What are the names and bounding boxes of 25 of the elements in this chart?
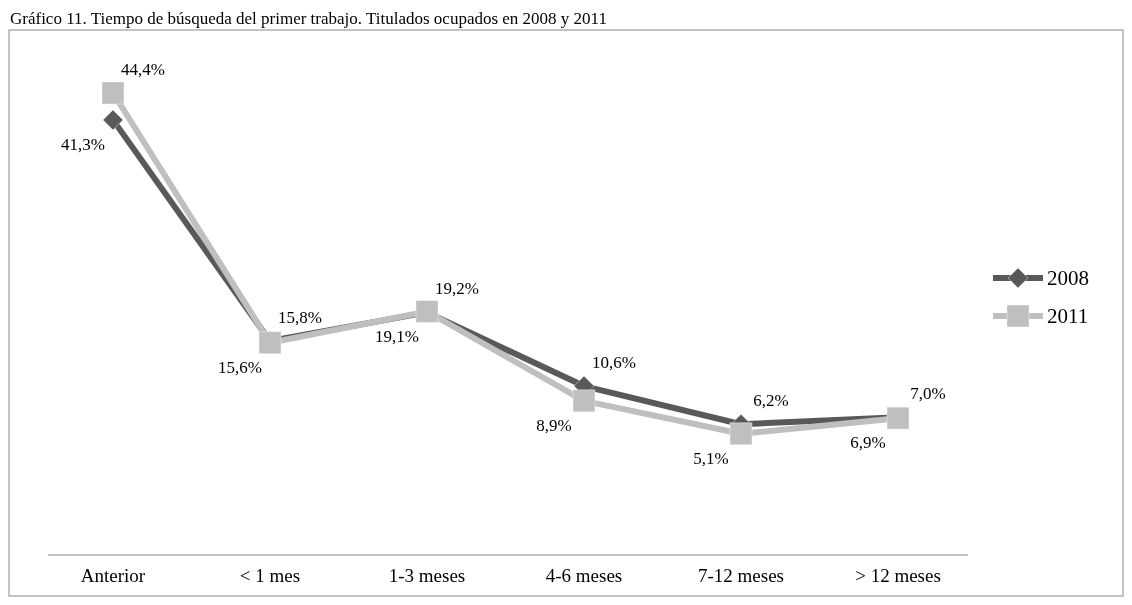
data-label: 6,2% [753, 391, 789, 411]
data-label: 44,4% [121, 60, 165, 79]
data-label: 15,8% [278, 308, 322, 327]
point [729, 422, 753, 446]
data-label: 6,9% [850, 433, 886, 453]
legend-label: 2011 [1047, 304, 1089, 328]
data-label: 19,1% [375, 327, 419, 347]
chart-title: Gráfico 11. Tiempo de búsqueda del primer trabajo. Titulados ocupados en 2008 y 2011 [10, 9, 607, 28]
point [102, 109, 124, 131]
point [101, 81, 125, 105]
legend-label: 2008 [1047, 266, 1089, 290]
data-label: 10,6% [592, 353, 636, 373]
data-label: 7,0% [910, 384, 946, 404]
data-label: 41,3% [61, 134, 105, 154]
point [572, 389, 596, 413]
data-label: 8,9% [536, 415, 572, 435]
data-label: 19,2% [435, 278, 479, 298]
x-tick-label: 1-3 meses [388, 565, 466, 586]
x-tick-label: > 12 meses [855, 565, 941, 586]
data-label: 15,6% [218, 357, 262, 377]
data-label: 5,1% [693, 448, 729, 468]
x-tick-label: 7-12 meses [697, 565, 785, 586]
x-tick-label: Anterior [80, 565, 146, 586]
x-tick-label: 4-6 meses [545, 565, 623, 586]
x-tick-label: < 1 mes [239, 565, 301, 586]
